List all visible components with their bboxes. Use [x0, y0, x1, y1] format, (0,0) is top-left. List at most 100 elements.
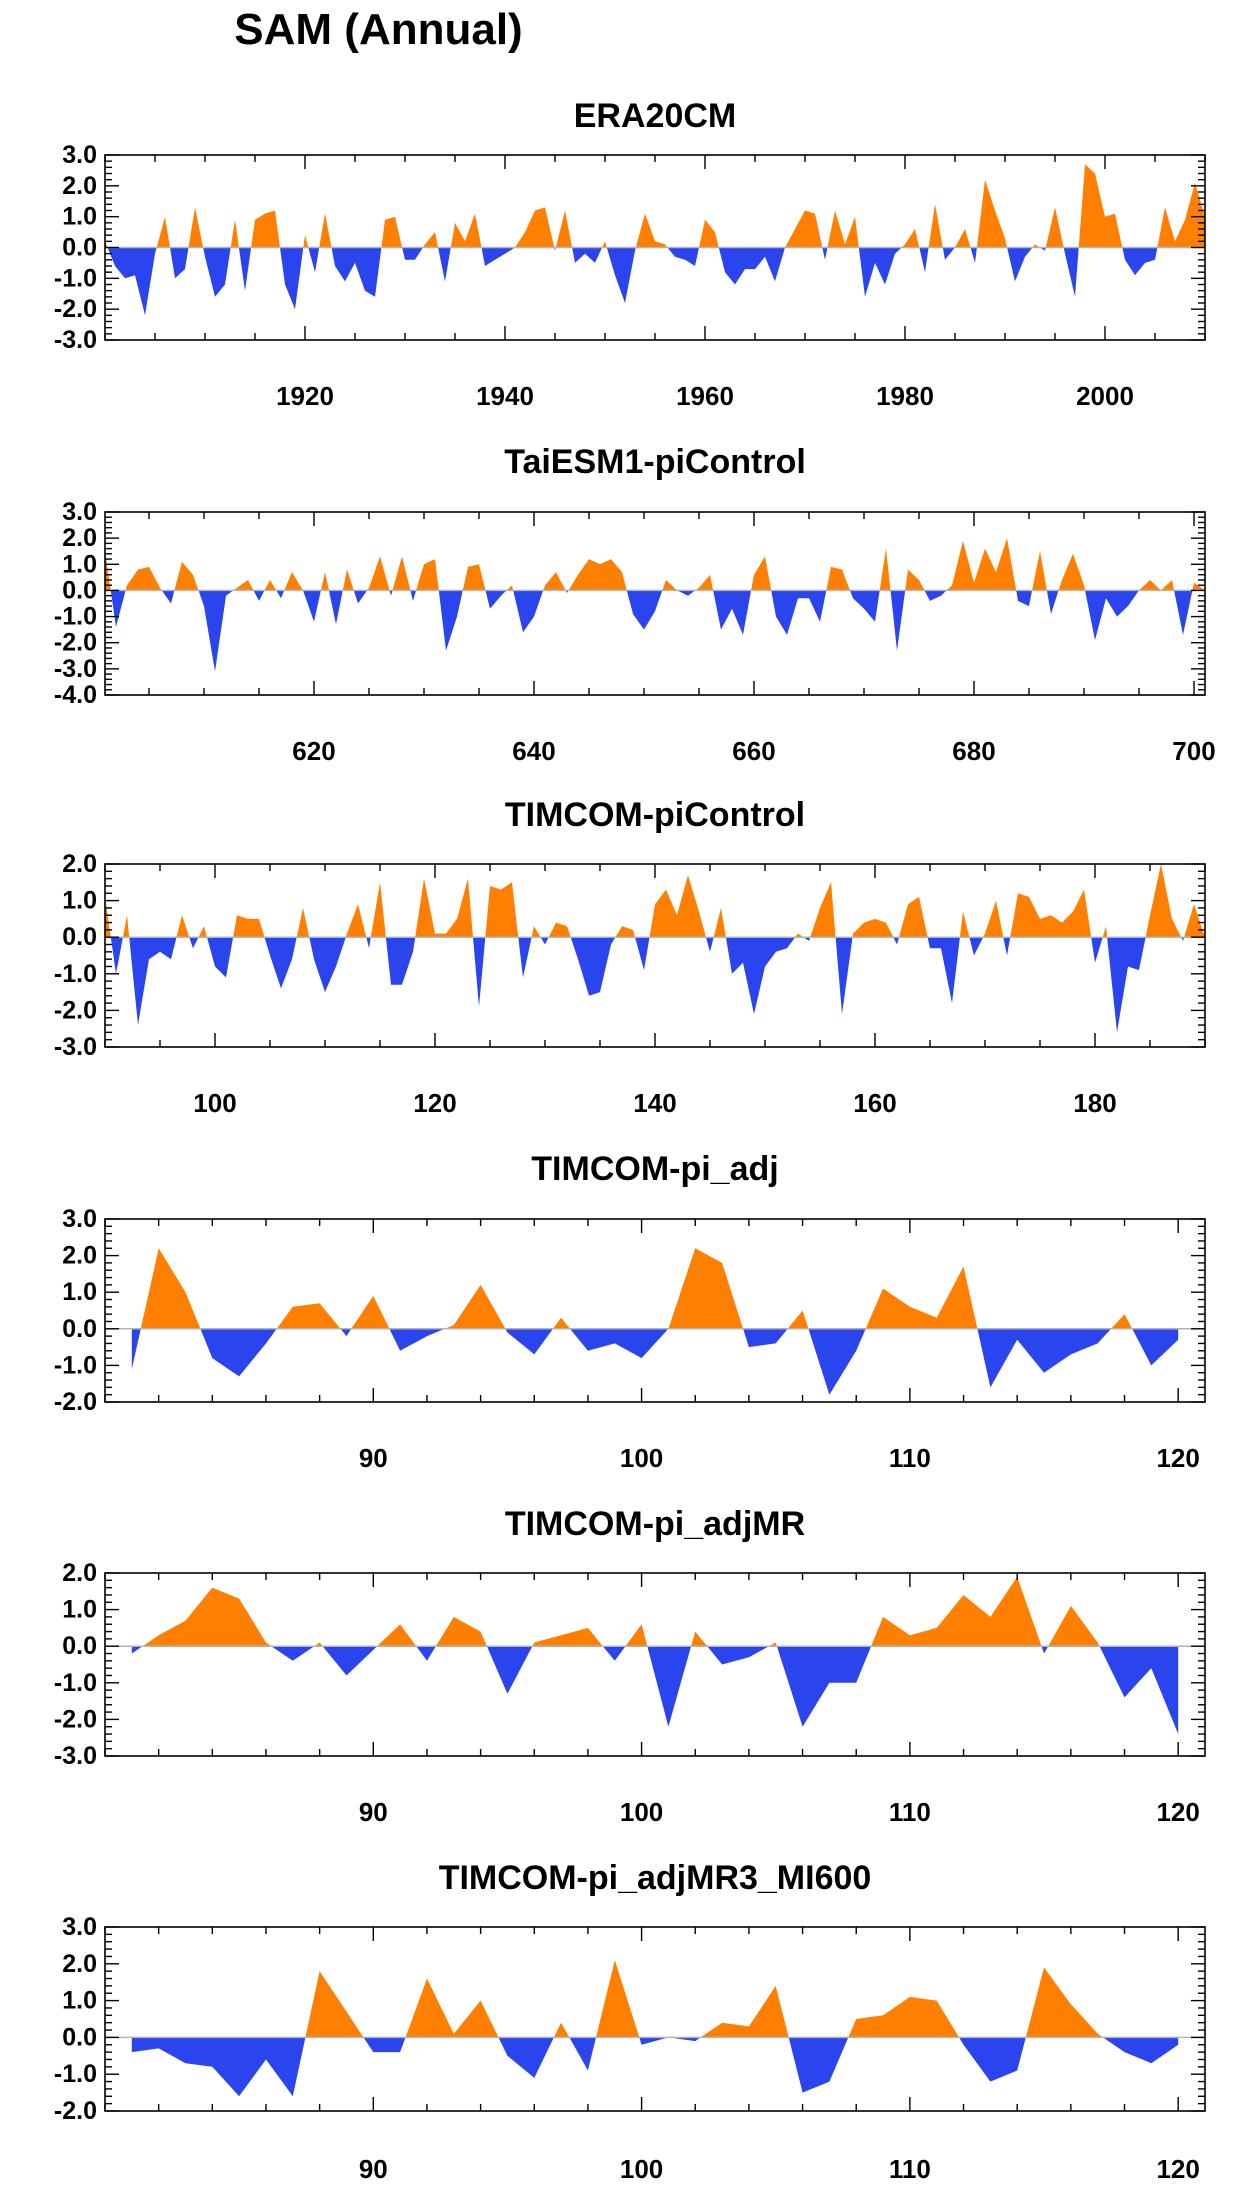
positive-area-26 [649, 875, 706, 938]
positive-area-12 [345, 904, 367, 938]
positive-area-14 [381, 216, 403, 248]
positive-area-38 [879, 548, 891, 591]
y-tick-label: -3.0 [54, 655, 97, 683]
negative-area-11 [303, 590, 321, 622]
positive-area-20 [416, 559, 439, 591]
negative-area-6 [569, 2037, 596, 2071]
positive-area-24 [615, 926, 635, 938]
positive-area-42 [946, 538, 1017, 591]
positive-area-44 [1102, 926, 1108, 938]
negative-area-31 [677, 590, 696, 596]
negative-area-27 [667, 247, 699, 266]
positive-area-2 [122, 915, 130, 938]
negative-area-33 [858, 247, 902, 297]
negative-area-45 [1046, 590, 1059, 614]
panel-title: TIMCOM-pi_adj [531, 1150, 778, 1188]
x-tick-label: 2000 [1076, 381, 1134, 411]
positive-area-18 [392, 556, 411, 591]
negative-area-29 [718, 247, 785, 285]
y-tick-label: -4.0 [54, 681, 97, 709]
negative-area-23 [570, 937, 616, 996]
positive-area-9 [700, 1985, 789, 2038]
positive-area-14 [370, 882, 386, 938]
positive-area-28 [568, 559, 627, 591]
positive-area-8 [264, 580, 277, 591]
negative-area-5 [203, 247, 231, 297]
negative-area-15 [385, 937, 416, 985]
x-tick-label: 100 [620, 1797, 663, 1827]
positive-area-30 [795, 933, 804, 938]
y-tick-label: 0.0 [62, 1632, 97, 1660]
negative-area-8 [486, 1646, 533, 1694]
positive-area-1 [142, 1587, 272, 1647]
negative-area-0 [131, 1646, 143, 1654]
y-tick-label: -2.0 [54, 2097, 97, 2125]
x-tick-label: 660 [732, 736, 775, 766]
x-tick-label: 110 [889, 2154, 931, 2184]
negative-area-33 [713, 590, 752, 635]
negative-area-10 [570, 1328, 669, 1359]
positive-area-10 [303, 235, 309, 248]
positive-area-9 [553, 1317, 570, 1329]
negative-area-27 [706, 937, 714, 952]
negative-area-5 [198, 590, 234, 672]
positive-area-38 [959, 911, 970, 938]
positive-area-22 [462, 564, 486, 591]
positive-area-24 [506, 585, 514, 591]
negative-area-25 [606, 247, 636, 303]
y-tick-label: 0.0 [62, 234, 97, 262]
panel-2: TaiESM1-piControl 3.02.01.00.0-1.0-2.0-3.… [54, 443, 1216, 766]
positive-area-7 [444, 1284, 506, 1329]
x-tick-label: 1940 [476, 381, 534, 411]
y-tick-label: -1.0 [54, 960, 97, 988]
positive-area-5 [351, 1295, 390, 1329]
positive-area-30 [662, 580, 677, 591]
negative-area-37 [942, 247, 955, 260]
y-tick-label: -3.0 [54, 1033, 97, 1061]
negative-area-0 [131, 2037, 306, 2097]
negative-area-3 [129, 937, 177, 1025]
positive-area-3 [405, 1978, 499, 2038]
y-tick-label: 3.0 [62, 141, 97, 169]
positive-area-15 [865, 1266, 978, 1329]
figure-title: SAM (Annual) [234, 5, 523, 54]
positive-area-12 [319, 213, 332, 248]
negative-area-19 [518, 937, 532, 978]
negative-area-1 [110, 590, 126, 627]
positive-area-36 [826, 566, 850, 591]
positive-area-16 [367, 556, 390, 591]
y-tick-label: 1.0 [62, 550, 97, 578]
negative-area-9 [276, 590, 285, 599]
panel-6: TIMCOM-pi_adjMR3_MI600 3.0 2.0 1.0 0.0 -1.0 -2… [54, 1859, 1206, 2184]
positive-area-2 [156, 216, 170, 248]
positive-area-20 [515, 207, 555, 248]
positive-area-50 [1192, 582, 1205, 591]
negative-area-45 [1107, 937, 1146, 1033]
negative-area-31 [803, 937, 811, 941]
negative-area-20 [1099, 1646, 1179, 1734]
negative-area-14 [1103, 2037, 1179, 2064]
positive-area-36 [899, 896, 928, 938]
positive-area-3 [314, 1642, 323, 1647]
positive-area-32 [810, 882, 836, 938]
negative-area-4 [322, 1646, 378, 1676]
positive-area-48 [1184, 904, 1205, 938]
negative-area-4 [340, 1328, 352, 1337]
negative-area-25 [635, 937, 650, 971]
x-tick-label: 100 [193, 1088, 236, 1118]
negative-area-43 [1091, 937, 1103, 963]
positive-area-46 [1078, 164, 1123, 248]
positive-area-44 [1032, 551, 1047, 591]
positive-area-34 [901, 229, 920, 248]
panel-title: TaiESM1-piControl [504, 443, 806, 481]
negative-area-16 [977, 1328, 1112, 1388]
y-tick-label: -1.0 [54, 264, 97, 292]
panel-4: TIMCOM-pi_adj 3.0 2.0 1.0 0.0 -1.0 -2.0 90 100 11… [54, 1150, 1206, 1473]
positive-area-6 [233, 580, 254, 591]
negative-area-14 [707, 1646, 769, 1665]
negative-area-1 [107, 247, 157, 316]
positive-area-48 [1157, 182, 1205, 248]
negative-area-37 [850, 590, 880, 622]
negative-area-15 [402, 247, 423, 260]
positive-area-34 [852, 918, 894, 938]
